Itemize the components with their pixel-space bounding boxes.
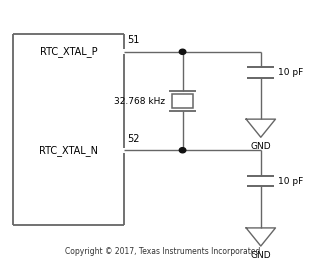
Text: GND: GND	[250, 142, 271, 152]
Text: RTC_XTAL_P: RTC_XTAL_P	[40, 46, 97, 57]
Text: 52: 52	[127, 134, 140, 144]
Text: Copyright © 2017, Texas Instruments Incorporated: Copyright © 2017, Texas Instruments Inco…	[65, 247, 261, 256]
Text: GND: GND	[250, 251, 271, 259]
Text: 10 pF: 10 pF	[278, 177, 303, 186]
Text: 10 pF: 10 pF	[278, 68, 303, 77]
Text: 51: 51	[127, 35, 140, 45]
Bar	[172, 94, 193, 108]
Circle shape	[179, 148, 186, 153]
Text: RTC_XTAL_N: RTC_XTAL_N	[39, 145, 98, 156]
Circle shape	[179, 49, 186, 54]
Text: 32.768 kHz: 32.768 kHz	[114, 97, 166, 105]
